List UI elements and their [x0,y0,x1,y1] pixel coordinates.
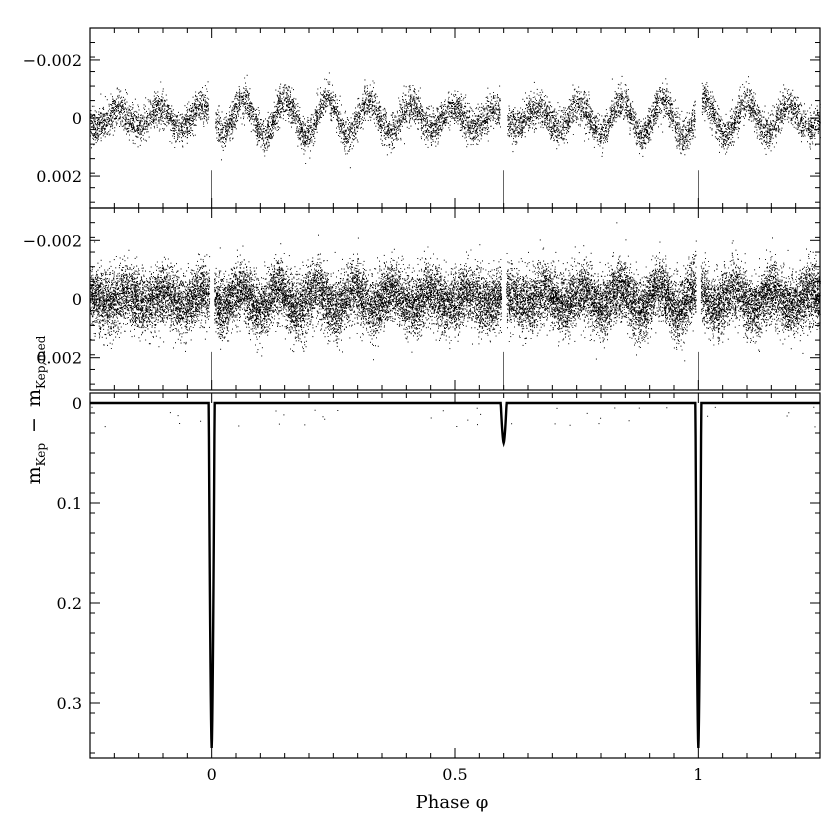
outlier-points [91,406,816,428]
x-tick-label: 0 [207,765,217,784]
y-tick-label: −0.002 [23,51,82,70]
series-points-top [90,72,821,169]
y-tick-label: 0 [72,290,82,309]
y-title-minus: − [23,417,45,433]
y-tick-label: 0.002 [36,349,82,368]
y-title-m2: m [23,389,45,407]
y-tick-label: 0.002 [36,167,82,186]
y-tick-label: 0.1 [57,494,82,513]
bottom-panel: 0 0.1 0.2 0.3 0 0.5 1 [57,392,821,784]
plot-frame [89,392,821,759]
y-tick-label: 0.2 [57,594,82,613]
y-title-m1: m [23,466,45,484]
middle-panel: −0.002 0 0.002 [23,207,821,391]
y-tick-label: 0 [72,394,82,413]
x-axis-title: Phase φ [416,792,489,813]
y-title-sub1: Kep [34,443,48,467]
y-tick-label: 0 [72,109,82,128]
x-tick-label: 1 [693,765,703,784]
top-panel: −0.002 0 0.002 [23,27,821,209]
y-axis-title: mKep−mKep,med [23,335,48,484]
y-title-sub2: Kep,med [34,335,48,389]
y-tick-label: −0.002 [23,231,82,250]
light-curve [90,401,820,749]
x-tick-label: 0.5 [442,765,467,784]
svg-text:mKep−mKep,med: mKep−mKep,med [23,335,48,484]
y-tick-label: 0.3 [57,694,82,713]
series-points-middle [90,222,821,362]
